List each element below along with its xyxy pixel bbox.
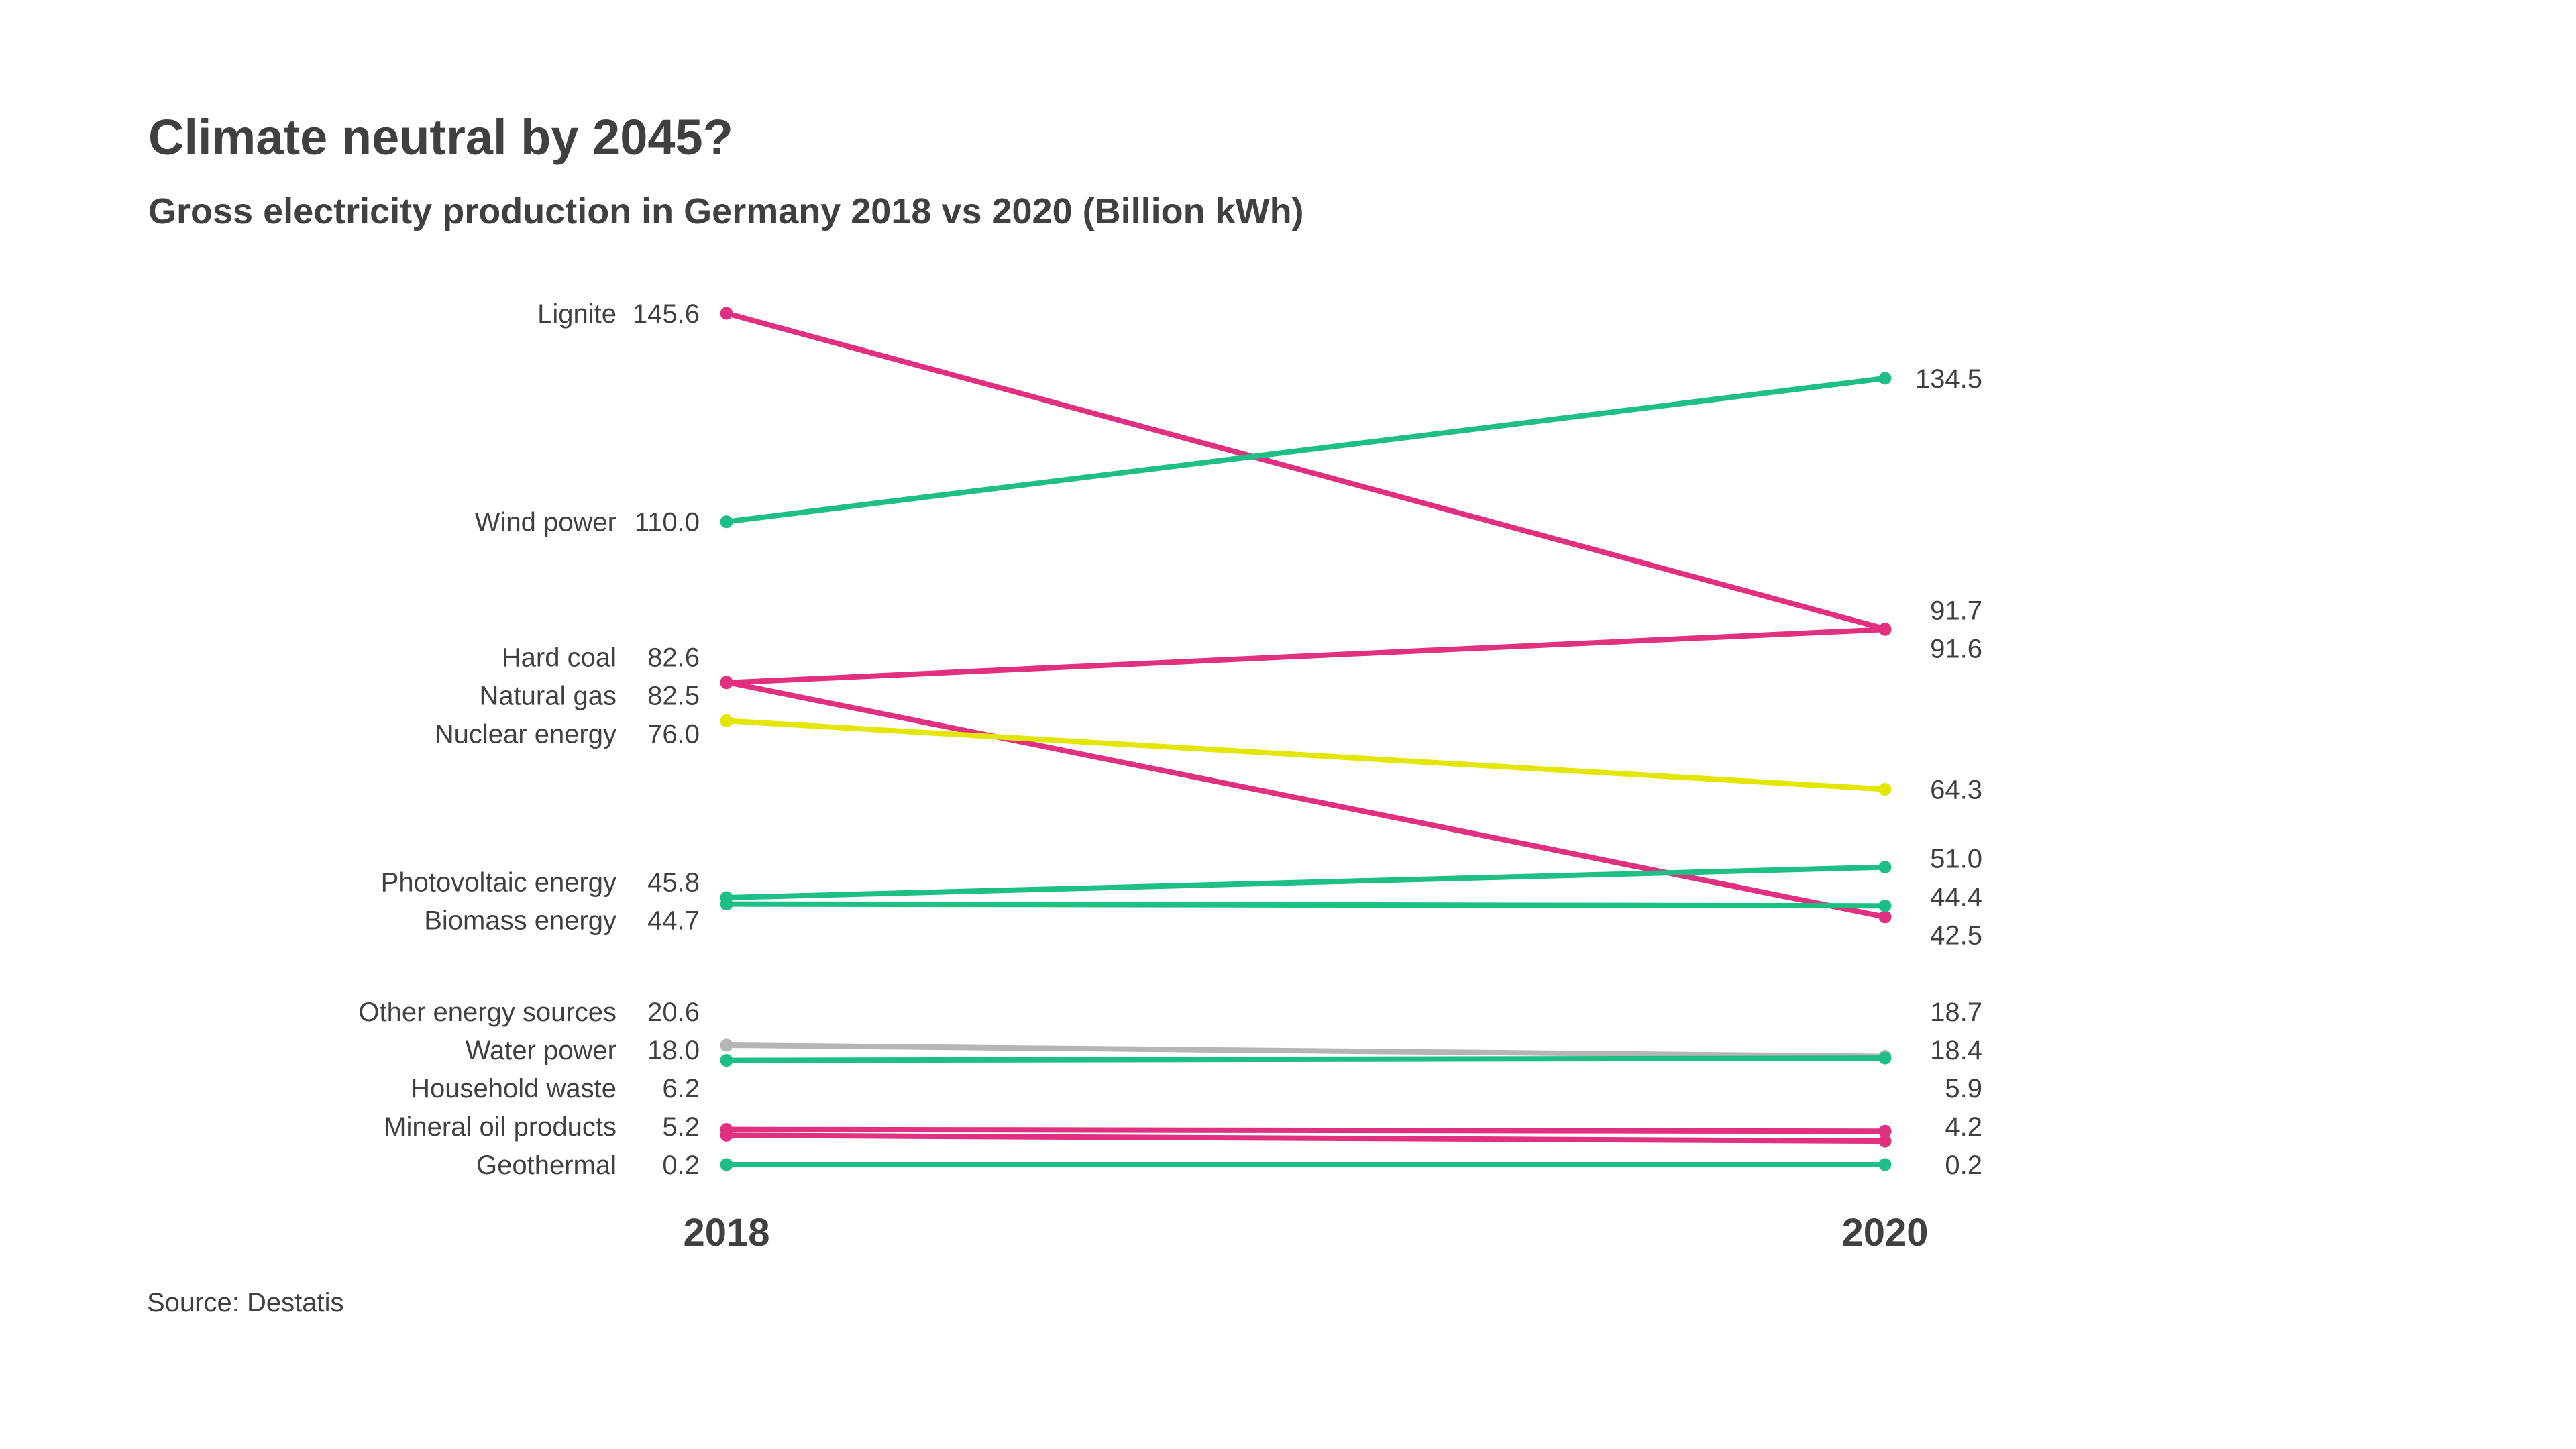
value-label-2020: 64.3 <box>1930 775 1982 805</box>
point-2018 <box>720 898 733 911</box>
point-2020 <box>1878 1134 1892 1148</box>
value-label-2018: 6.2 <box>662 1074 700 1104</box>
series-line <box>724 864 1888 901</box>
series-labels: Lignite 145.6 91.7 Wind power 110.0 134.5 Hard… <box>358 299 1982 1180</box>
value-label-2018: 82.6 <box>647 643 700 672</box>
value-label-2018: 44.7 <box>647 906 700 935</box>
source-note: Source: Destatis <box>147 1288 343 1318</box>
point-2020 <box>1878 1124 1892 1138</box>
value-label-2020: 91.6 <box>1930 634 1982 663</box>
series-line <box>724 627 1888 686</box>
value-label-2020: 51.0 <box>1930 845 1982 874</box>
x-label-2018: 2018 <box>683 1211 769 1254</box>
point-2018 <box>720 1054 733 1067</box>
value-label-2020: 18.4 <box>1930 1036 1982 1065</box>
point-2020 <box>1878 899 1892 912</box>
series-line <box>724 1055 1888 1063</box>
value-label-2018: 82.5 <box>647 681 700 710</box>
series-name-label: Hard coal <box>502 643 616 672</box>
series-water-power <box>720 1051 1892 1067</box>
chart-subtitle: Gross electricity production in Germany … <box>148 191 1304 231</box>
value-label-2020: 42.5 <box>1930 921 1982 951</box>
series-name-label: Geothermal <box>476 1150 616 1180</box>
series-line <box>724 679 1888 920</box>
value-label-2018: 45.8 <box>647 867 700 897</box>
point-2020 <box>1878 372 1892 385</box>
point-2020 <box>1878 1158 1892 1171</box>
series-name-label: Lignite <box>537 299 616 329</box>
series-line <box>724 1042 1888 1059</box>
series-name-label: Mineral oil products <box>384 1112 616 1142</box>
series-wind-power <box>720 372 1892 529</box>
series-geothermal <box>720 1158 1892 1171</box>
value-label-2018: 18.0 <box>647 1036 700 1065</box>
x-label-2020: 2020 <box>1841 1211 1928 1254</box>
series-name-label: Natural gas <box>479 681 616 710</box>
point-2020 <box>1878 910 1892 924</box>
series-mineral-oil-products <box>720 1128 1892 1148</box>
point-2018 <box>720 1128 733 1142</box>
value-label-2020: 91.7 <box>1930 596 1982 625</box>
point-2018 <box>720 1158 733 1171</box>
value-label-2020: 0.2 <box>1945 1150 1982 1180</box>
series-name-label: Wind power <box>475 508 616 537</box>
value-label-2018: 20.6 <box>647 998 700 1027</box>
series-name-label: Photovoltaic energy <box>381 867 616 897</box>
value-label-2018: 5.2 <box>662 1112 700 1142</box>
point-2018 <box>720 1038 733 1052</box>
point-2020 <box>1878 861 1892 874</box>
point-2018 <box>720 515 733 529</box>
series-name-label: Biomass energy <box>424 906 616 935</box>
point-2020 <box>1878 1051 1892 1065</box>
series-line <box>724 718 1888 792</box>
series-line <box>724 375 1888 525</box>
value-label-2020: 134.5 <box>1915 364 1982 394</box>
series-name-label: Water power <box>466 1036 616 1065</box>
value-label-2018: 110.0 <box>635 508 700 537</box>
point-2020 <box>1878 623 1892 636</box>
point-2020 <box>1878 783 1892 796</box>
point-2018 <box>720 307 733 320</box>
series-hard-coal <box>720 676 1892 924</box>
value-label-2018: 145.6 <box>633 299 700 329</box>
value-label-2020: 5.9 <box>1945 1074 1982 1104</box>
series-name-label: Other energy sources <box>358 998 616 1027</box>
series-natural-gas <box>720 623 1892 690</box>
series-nuclear-energy <box>720 714 1892 796</box>
value-label-2020: 4.2 <box>1945 1112 1982 1142</box>
series-biomass-energy <box>720 898 1892 912</box>
series-lignite <box>720 307 1892 635</box>
series-line <box>724 1126 1888 1134</box>
chart-title: Climate neutral by 2045? <box>148 109 733 165</box>
value-label-2020: 44.4 <box>1930 883 1982 912</box>
series-line <box>724 1132 1888 1144</box>
point-2018 <box>720 714 733 727</box>
series-line <box>724 311 1888 632</box>
series-name-label: Household waste <box>411 1074 616 1104</box>
series-lines <box>720 307 1892 1171</box>
value-label-2020: 18.7 <box>1930 998 1982 1027</box>
series-line <box>724 901 1888 909</box>
point-2018 <box>720 676 733 690</box>
value-label-2018: 76.0 <box>647 719 700 749</box>
value-label-2018: 0.2 <box>662 1150 700 1180</box>
series-name-label: Nuclear energy <box>435 719 616 749</box>
